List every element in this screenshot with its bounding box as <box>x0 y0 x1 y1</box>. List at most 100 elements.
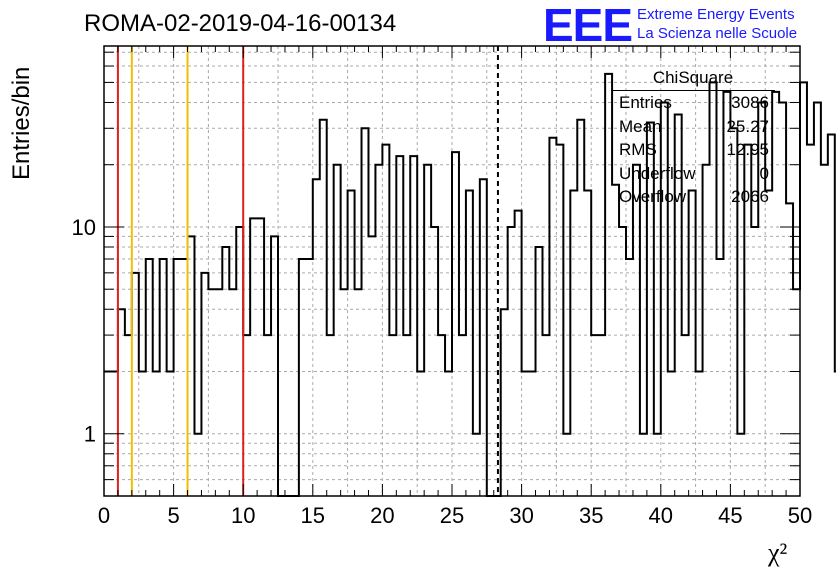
x-tick-label: 0 <box>98 503 110 528</box>
histogram-bin <box>229 289 236 496</box>
stats-label: Mean <box>619 116 662 136</box>
histogram-bin <box>612 185 619 496</box>
histogram-bin <box>800 82 807 496</box>
histogram-bin <box>271 236 278 496</box>
histogram-bin <box>807 145 814 496</box>
stats-label: Overflow <box>619 187 687 206</box>
histogram-bin <box>250 218 257 496</box>
histogram-bin <box>438 335 445 496</box>
histogram-series <box>104 72 836 497</box>
histogram-bin <box>264 335 271 496</box>
histogram-bin <box>341 289 348 496</box>
stats-label: Underflow <box>619 163 696 183</box>
x-tick-label: 30 <box>509 503 533 528</box>
x-tick-label: 50 <box>788 503 812 528</box>
histogram-bin <box>146 259 153 496</box>
histogram-bin <box>703 165 710 496</box>
histogram-bin <box>181 259 188 496</box>
histogram-bin <box>633 165 640 496</box>
histogram-bin <box>215 289 222 496</box>
histogram-bin <box>821 165 828 496</box>
histogram-bin <box>327 335 334 496</box>
x-tick-label: 15 <box>301 503 325 528</box>
y-axis-label-container: Entries/bin <box>8 0 38 572</box>
histogram-bin <box>201 273 208 496</box>
histogram-bin <box>619 227 626 496</box>
histogram-bin <box>334 165 341 496</box>
histogram-bin <box>508 227 515 496</box>
histogram-bin <box>501 309 508 496</box>
stats-label: RMS <box>619 140 657 159</box>
logo-caption: Extreme Energy Events La Scienza nelle S… <box>637 5 797 43</box>
histogram-bin <box>403 335 410 496</box>
histogram-bin <box>424 165 431 496</box>
histogram-bin <box>828 134 835 496</box>
histogram-bin <box>716 259 723 496</box>
y-tick-label: 10 <box>72 215 96 240</box>
stats-value: 2066 <box>731 187 769 206</box>
histogram-bin <box>396 156 403 496</box>
x-tick-label: 20 <box>370 503 394 528</box>
histogram-bin <box>188 236 195 496</box>
histogram-bin <box>160 259 167 496</box>
histogram-bin <box>375 165 382 496</box>
histogram-bin <box>682 335 689 496</box>
histogram-bin <box>355 289 362 496</box>
histogram-bin <box>306 259 313 496</box>
histogram-bin <box>243 335 250 496</box>
y-tick-label: 1 <box>84 422 96 447</box>
histogram-bin <box>814 102 821 496</box>
histogram-bin <box>208 289 215 496</box>
x-tick-label: 35 <box>579 503 603 528</box>
histogram-bin <box>125 335 132 496</box>
x-tick-label: 25 <box>440 503 464 528</box>
histogram-bin <box>362 128 369 496</box>
stats-title: ChiSquare <box>611 68 775 91</box>
histogram-bin <box>257 218 264 496</box>
histogram-bin <box>779 102 786 496</box>
histogram-bin <box>591 335 598 496</box>
stats-box: ChiSquare Entries 3086 Mean 25.27 RMS 12.95… <box>611 68 775 209</box>
histogram-bin <box>236 227 243 496</box>
histogram-bin <box>459 335 466 496</box>
histogram-bin <box>452 152 459 496</box>
histogram-bin <box>118 309 125 496</box>
stats-row: Mean 25.27 <box>611 115 775 139</box>
x-axis-label: χ² <box>768 538 788 567</box>
histogram-bin <box>174 259 181 496</box>
logo-line-2: La Scienza nelle Scuole <box>637 25 798 42</box>
stats-value: 0 <box>759 163 769 183</box>
x-tick-label: 45 <box>718 503 742 528</box>
histogram-bin <box>431 227 438 496</box>
stats-value: 25.27 <box>726 116 769 136</box>
logo-line-1: Extreme Energy Events <box>637 6 795 23</box>
x-tick-label: 5 <box>167 503 179 528</box>
histogram-bin <box>793 289 800 496</box>
histogram-bin <box>542 335 549 496</box>
histogram-bin <box>549 138 556 496</box>
y-axis-label: Entries/bin <box>8 66 35 180</box>
x-tick-label: 10 <box>231 503 255 528</box>
histogram-bin <box>368 236 375 496</box>
stats-label: Entries <box>619 93 672 112</box>
histogram-bin <box>626 259 633 496</box>
histogram-bin <box>389 335 396 496</box>
stats-value: 12.95 <box>726 140 769 159</box>
histogram-bin <box>299 259 306 496</box>
histogram-bin <box>132 273 139 496</box>
stats-value: 3086 <box>731 93 769 112</box>
run-title: ROMA-02-2019-04-16-00134 <box>84 10 397 37</box>
stats-row: RMS 12.95 <box>611 138 775 162</box>
histogram-bin <box>598 335 605 496</box>
histogram-bin <box>515 211 522 496</box>
stats-row: Underflow 0 <box>611 162 775 186</box>
x-tick-label: 40 <box>649 503 673 528</box>
stats-row: Overflow 2066 <box>611 185 775 209</box>
histogram-bin <box>320 120 327 496</box>
histogram-bin <box>410 156 417 496</box>
eee-logo: EEE <box>543 0 633 51</box>
stats-row: Entries 3086 <box>611 91 775 115</box>
histogram-bin <box>751 227 758 496</box>
histogram-bin <box>577 120 584 496</box>
